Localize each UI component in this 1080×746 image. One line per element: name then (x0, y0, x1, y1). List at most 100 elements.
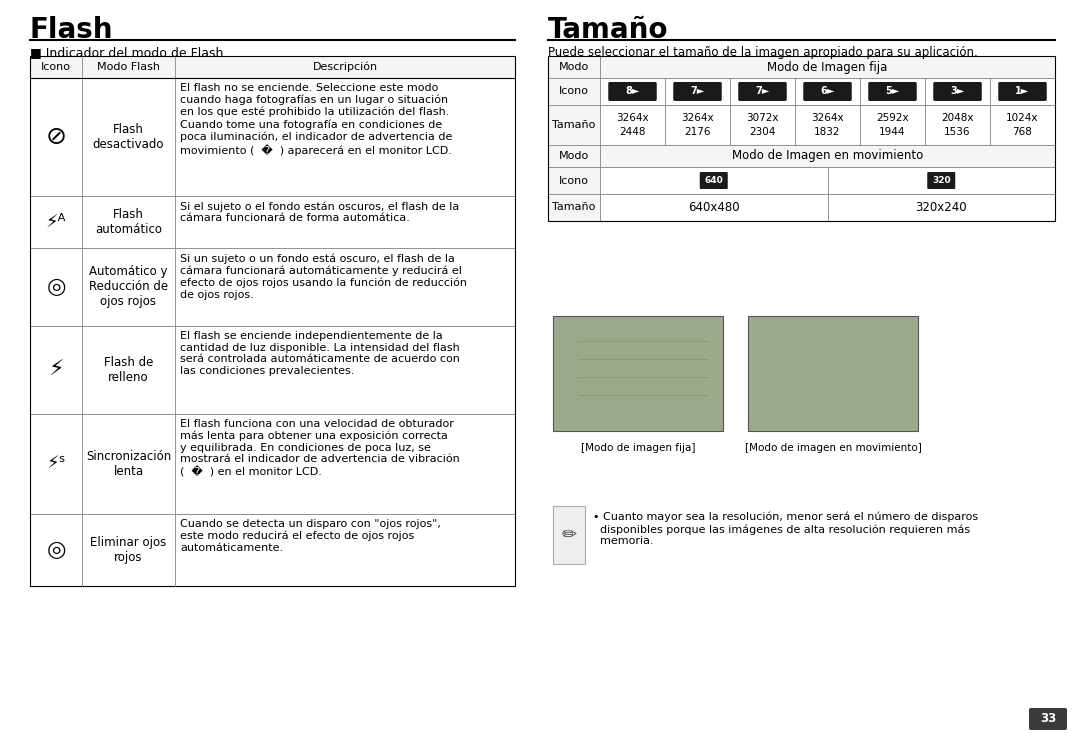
Bar (795, 105, 860, 145)
FancyBboxPatch shape (933, 82, 982, 101)
Bar (860, 78, 924, 105)
FancyBboxPatch shape (673, 82, 721, 101)
Text: El flash no se enciende. Seleccione este modo
cuando haga fotografías en un luga: El flash no se enciende. Seleccione este… (180, 83, 453, 156)
Text: Si el sujeto o el fondo están oscuros, el flash de la
cámara funcionará de forma: Si el sujeto o el fondo están oscuros, e… (180, 201, 459, 223)
Bar (924, 78, 990, 105)
Bar (30, 56, 515, 586)
Text: Icono: Icono (41, 62, 71, 72)
Text: 2048x: 2048x (942, 113, 974, 123)
Bar (665, 78, 730, 105)
Text: ⊘: ⊘ (45, 125, 67, 149)
Text: Modo Flash: Modo Flash (97, 62, 160, 72)
Bar (548, 105, 600, 145)
Text: 7►: 7► (755, 87, 770, 96)
Text: ⚡: ⚡ (49, 360, 64, 380)
Bar (548, 194, 600, 221)
Bar (990, 105, 1055, 145)
Text: 8►: 8► (625, 87, 639, 96)
Text: 3264x: 3264x (681, 113, 714, 123)
Bar (548, 78, 600, 105)
Text: ✏: ✏ (562, 526, 577, 544)
Bar (665, 105, 730, 145)
Bar (748, 316, 918, 431)
Text: 320: 320 (932, 176, 950, 185)
Text: Automático y
Reducción de
ojos rojos: Automático y Reducción de ojos rojos (89, 266, 168, 309)
Text: [Modo de imagen fija]: [Modo de imagen fija] (581, 443, 696, 453)
Text: Flash: Flash (30, 16, 113, 44)
Bar (795, 78, 860, 105)
Text: Cuando se detecta un disparo con "ojos rojos",
este modo reducirá el efecto de o: Cuando se detecta un disparo con "ojos r… (180, 519, 441, 553)
Text: 2304: 2304 (750, 127, 775, 137)
Text: 640: 640 (704, 176, 724, 185)
Bar (600, 78, 665, 105)
Text: 3072x: 3072x (746, 113, 779, 123)
Text: ■ Indicador del modo de Flash: ■ Indicador del modo de Flash (30, 46, 224, 59)
Bar (30, 248, 515, 326)
Bar (548, 56, 1055, 221)
Text: Modo: Modo (558, 62, 589, 72)
Bar (600, 194, 827, 221)
Bar (827, 167, 1055, 194)
FancyBboxPatch shape (868, 82, 917, 101)
Text: Flash de
relleno: Flash de relleno (104, 356, 153, 384)
Text: 1536: 1536 (944, 127, 971, 137)
Text: ⚡ˢ: ⚡ˢ (46, 455, 66, 473)
Bar (924, 105, 990, 145)
Text: Tamaño: Tamaño (548, 16, 669, 44)
Bar (548, 167, 600, 194)
Bar (553, 316, 723, 431)
Text: ◎: ◎ (46, 540, 66, 560)
Text: Sincronización
lenta: Sincronización lenta (86, 450, 171, 478)
Bar (30, 196, 515, 248)
Bar (730, 105, 795, 145)
Text: 1024x: 1024x (1007, 113, 1039, 123)
Text: Puede seleccionar el tamaño de la imagen apropiado para su aplicación.: Puede seleccionar el tamaño de la imagen… (548, 46, 977, 59)
Bar (600, 56, 1055, 78)
Text: Icono: Icono (559, 175, 589, 186)
Text: 2592x: 2592x (876, 113, 908, 123)
Text: Eliminar ojos
rojos: Eliminar ojos rojos (91, 536, 166, 564)
Text: 33: 33 (1040, 712, 1056, 726)
Text: 1832: 1832 (814, 127, 840, 137)
Text: 5►: 5► (886, 87, 900, 96)
FancyBboxPatch shape (804, 82, 852, 101)
Text: • Cuanto mayor sea la resolución, menor será el número de disparos
  disponibles: • Cuanto mayor sea la resolución, menor … (593, 512, 978, 546)
Text: Modo de Imagen en movimiento: Modo de Imagen en movimiento (732, 149, 923, 163)
Bar (30, 56, 515, 78)
Bar (990, 78, 1055, 105)
Bar (600, 105, 665, 145)
Text: ◎: ◎ (46, 277, 66, 297)
Text: 3►: 3► (950, 87, 964, 96)
FancyBboxPatch shape (608, 82, 657, 101)
Bar (30, 514, 515, 586)
Text: Modo de Imagen fija: Modo de Imagen fija (767, 60, 888, 74)
Text: Modo: Modo (558, 151, 589, 161)
Text: 3264x: 3264x (617, 113, 649, 123)
Text: Icono: Icono (559, 87, 589, 96)
Text: ⚡ᴬ: ⚡ᴬ (45, 213, 66, 231)
FancyBboxPatch shape (700, 172, 728, 189)
Bar (600, 167, 827, 194)
Bar (30, 78, 515, 196)
Bar (548, 56, 600, 78)
Bar (553, 506, 585, 564)
Text: 6►: 6► (821, 87, 835, 96)
Text: 7►: 7► (690, 87, 704, 96)
Text: [Modo de imagen en movimiento]: [Modo de imagen en movimiento] (744, 443, 921, 453)
Text: Si un sujeto o un fondo está oscuro, el flash de la
cámara funcionará automática: Si un sujeto o un fondo está oscuro, el … (180, 253, 467, 299)
Text: 1944: 1944 (879, 127, 906, 137)
Text: Tamaño: Tamaño (552, 120, 596, 130)
Text: Flash
automático: Flash automático (95, 208, 162, 236)
Bar (827, 194, 1055, 221)
Text: El flash funciona con una velocidad de obturador
más lenta para obtener una expo: El flash funciona con una velocidad de o… (180, 419, 460, 477)
Text: 3264x: 3264x (811, 113, 843, 123)
Bar (730, 78, 795, 105)
Text: 2176: 2176 (685, 127, 711, 137)
Text: Descripción: Descripción (312, 62, 378, 72)
FancyBboxPatch shape (739, 82, 786, 101)
Bar (548, 145, 600, 167)
FancyBboxPatch shape (1029, 708, 1067, 730)
FancyBboxPatch shape (928, 172, 955, 189)
Bar (30, 326, 515, 414)
Text: El flash se enciende independientemente de la
cantidad de luz disponible. La int: El flash se enciende independientemente … (180, 331, 460, 376)
